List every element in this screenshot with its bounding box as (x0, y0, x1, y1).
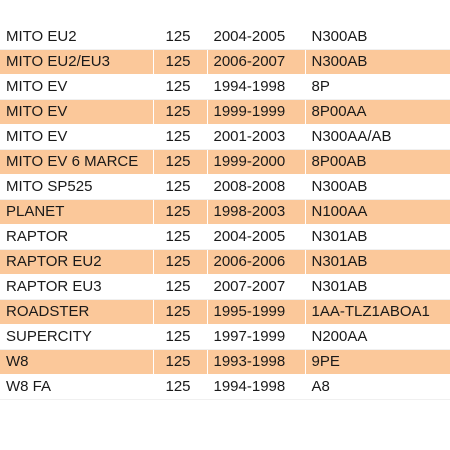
years-cell: 1995-1999 (207, 299, 306, 325)
compatibility-table: MITO EU2 125 2004-2005 N300AB MITO EU2/EU3 12… (0, 24, 450, 400)
table-row: MITO EV 125 1994-1998 8P (0, 74, 450, 100)
part-code-cell: 8P00AA (305, 99, 450, 125)
displacement-cell: 125 (153, 149, 208, 175)
part-code-cell: 9PE (305, 349, 450, 375)
years-cell: 2006-2006 (207, 249, 306, 275)
part-code-cell: N300AB (305, 49, 450, 75)
model-cell: MITO EV (0, 124, 154, 150)
table-row: MITO SP525 125 2008-2008 N300AB (0, 174, 450, 200)
model-cell: MITO EV (0, 99, 154, 125)
table-row: SUPERCITY 125 1997-1999 N200AA (0, 324, 450, 350)
part-code-cell: A8 (305, 374, 450, 400)
displacement-cell: 125 (153, 74, 208, 100)
years-cell: 1998-2003 (207, 199, 306, 225)
displacement-cell: 125 (153, 199, 208, 225)
table-row: RAPTOR EU2 125 2006-2006 N301AB (0, 249, 450, 275)
model-cell: ROADSTER (0, 299, 154, 325)
displacement-cell: 125 (153, 174, 208, 200)
table-row: MITO EU2/EU3 125 2006-2007 N300AB (0, 49, 450, 75)
years-cell: 1994-1998 (207, 374, 306, 400)
part-code-cell: N300AB (305, 24, 450, 50)
displacement-cell: 125 (153, 49, 208, 75)
model-cell: W8 FA (0, 374, 154, 400)
table-row: MITO EV 125 1999-1999 8P00AA (0, 99, 450, 125)
model-cell: RAPTOR EU3 (0, 274, 154, 300)
displacement-cell: 125 (153, 274, 208, 300)
years-cell: 2001-2003 (207, 124, 306, 150)
years-cell: 1993-1998 (207, 349, 306, 375)
part-code-cell: N300AB (305, 174, 450, 200)
table-body: MITO EU2 125 2004-2005 N300AB MITO EU2/EU3 12… (0, 24, 450, 400)
years-cell: 2008-2008 (207, 174, 306, 200)
part-code-cell: N100AA (305, 199, 450, 225)
displacement-cell: 125 (153, 124, 208, 150)
table-row: PLANET 125 1998-2003 N100AA (0, 199, 450, 225)
years-cell: 1999-2000 (207, 149, 306, 175)
years-cell: 1997-1999 (207, 324, 306, 350)
displacement-cell: 125 (153, 24, 208, 50)
part-code-cell: 8P (305, 74, 450, 100)
displacement-cell: 125 (153, 374, 208, 400)
table-row: RAPTOR 125 2004-2005 N301AB (0, 224, 450, 250)
model-cell: SUPERCITY (0, 324, 154, 350)
compatibility-table-container: MITO EU2 125 2004-2005 N300AB MITO EU2/EU3 12… (0, 24, 450, 400)
model-cell: MITO SP525 (0, 174, 154, 200)
model-cell: MITO EV (0, 74, 154, 100)
years-cell: 2007-2007 (207, 274, 306, 300)
displacement-cell: 125 (153, 299, 208, 325)
table-row: W8 125 1993-1998 9PE (0, 349, 450, 375)
part-code-cell: N300AA/AB (305, 124, 450, 150)
years-cell: 2004-2005 (207, 224, 306, 250)
part-code-cell: 1AA-TLZ1ABOA1 (305, 299, 450, 325)
part-code-cell: N301AB (305, 224, 450, 250)
table-row: MITO EV 125 2001-2003 N300AA/AB (0, 124, 450, 150)
table-row: MITO EV 6 MARCE 125 1999-2000 8P00AB (0, 149, 450, 175)
years-cell: 2006-2007 (207, 49, 306, 75)
table-row: ROADSTER 125 1995-1999 1AA-TLZ1ABOA1 (0, 299, 450, 325)
years-cell: 1994-1998 (207, 74, 306, 100)
displacement-cell: 125 (153, 249, 208, 275)
displacement-cell: 125 (153, 324, 208, 350)
model-cell: W8 (0, 349, 154, 375)
part-code-cell: N301AB (305, 249, 450, 275)
model-cell: MITO EU2/EU3 (0, 49, 154, 75)
displacement-cell: 125 (153, 99, 208, 125)
model-cell: RAPTOR (0, 224, 154, 250)
model-cell: PLANET (0, 199, 154, 225)
years-cell: 2004-2005 (207, 24, 306, 50)
part-code-cell: N200AA (305, 324, 450, 350)
model-cell: MITO EU2 (0, 24, 154, 50)
table-row: MITO EU2 125 2004-2005 N300AB (0, 24, 450, 50)
displacement-cell: 125 (153, 224, 208, 250)
years-cell: 1999-1999 (207, 99, 306, 125)
model-cell: MITO EV 6 MARCE (0, 149, 154, 175)
model-cell: RAPTOR EU2 (0, 249, 154, 275)
displacement-cell: 125 (153, 349, 208, 375)
part-code-cell: N301AB (305, 274, 450, 300)
table-row: W8 FA 125 1994-1998 A8 (0, 374, 450, 400)
part-code-cell: 8P00AB (305, 149, 450, 175)
table-row: RAPTOR EU3 125 2007-2007 N301AB (0, 274, 450, 300)
